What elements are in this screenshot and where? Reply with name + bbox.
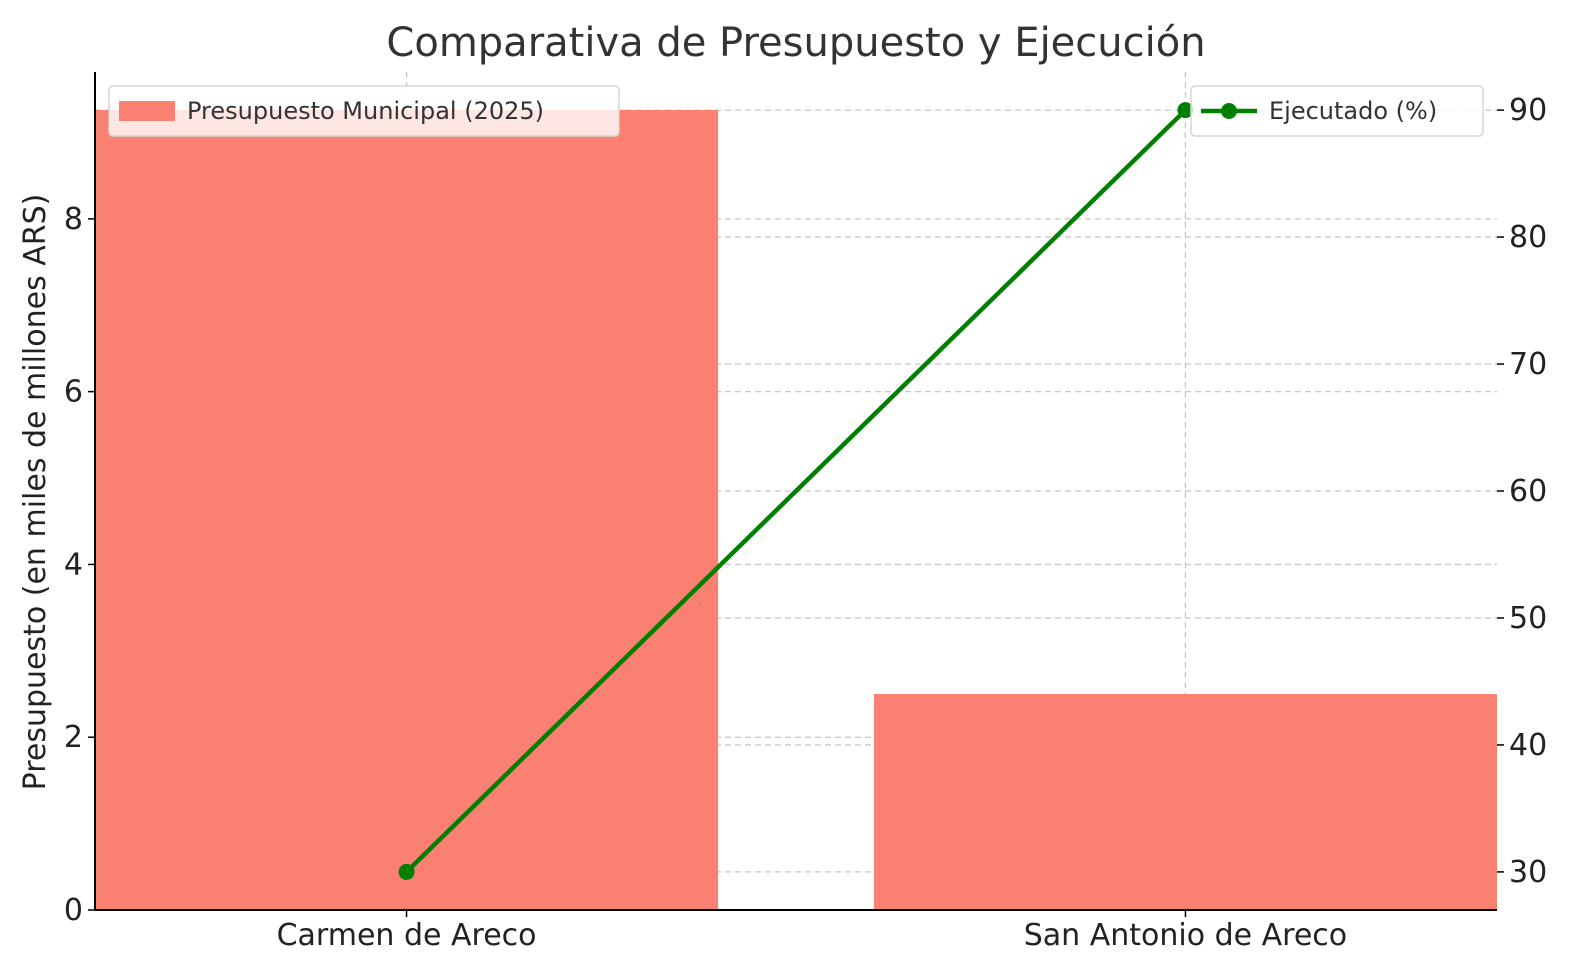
- bar: [873, 694, 1497, 910]
- y-tick-label: 2: [64, 720, 83, 755]
- y-axis-label: Presupuesto (en miles de millones ARS): [18, 194, 53, 791]
- line-series-path: [404, 108, 1188, 874]
- legend-label: Ejecutado (%): [1269, 97, 1437, 125]
- legend-label: Presupuesto Municipal (2025): [187, 97, 544, 125]
- line-series: [398, 102, 1194, 880]
- y2-tick-label: 60: [1509, 474, 1547, 509]
- y-tick-label: 6: [64, 375, 83, 410]
- legend-box: [1190, 85, 1484, 137]
- x-tick-label: San Antonio de Areco: [1024, 918, 1347, 953]
- legends: Presupuesto Municipal (2025) Ejecutado (%…: [108, 85, 1484, 137]
- bar-series: [95, 110, 1497, 910]
- chart-title: Comparativa de Presupuesto y Ejecución: [386, 20, 1205, 66]
- legend-swatch: [119, 101, 175, 121]
- bar: [95, 110, 719, 910]
- line-point: [1177, 102, 1194, 119]
- x-tick-label: Carmen de Areco: [277, 918, 537, 953]
- y2-tick-label: 80: [1509, 220, 1547, 255]
- legend-marker: [1221, 103, 1237, 119]
- y2-tick-label: 40: [1509, 728, 1547, 763]
- y2-tick-label: 50: [1509, 601, 1547, 636]
- y-tick-label: 4: [64, 547, 83, 582]
- axes: 0 2 4 6 8 30 40 50 60 70 80 90 Carmen de Areco San An…: [64, 72, 1547, 953]
- line-point: [398, 863, 415, 880]
- y-tick-label: 8: [64, 202, 83, 237]
- y2-tick-label: 90: [1509, 93, 1547, 128]
- y2-tick-label: 70: [1509, 347, 1547, 382]
- legend-box: [108, 85, 620, 137]
- y2-tick-label: 30: [1509, 855, 1547, 890]
- y-tick-label: 0: [64, 893, 83, 928]
